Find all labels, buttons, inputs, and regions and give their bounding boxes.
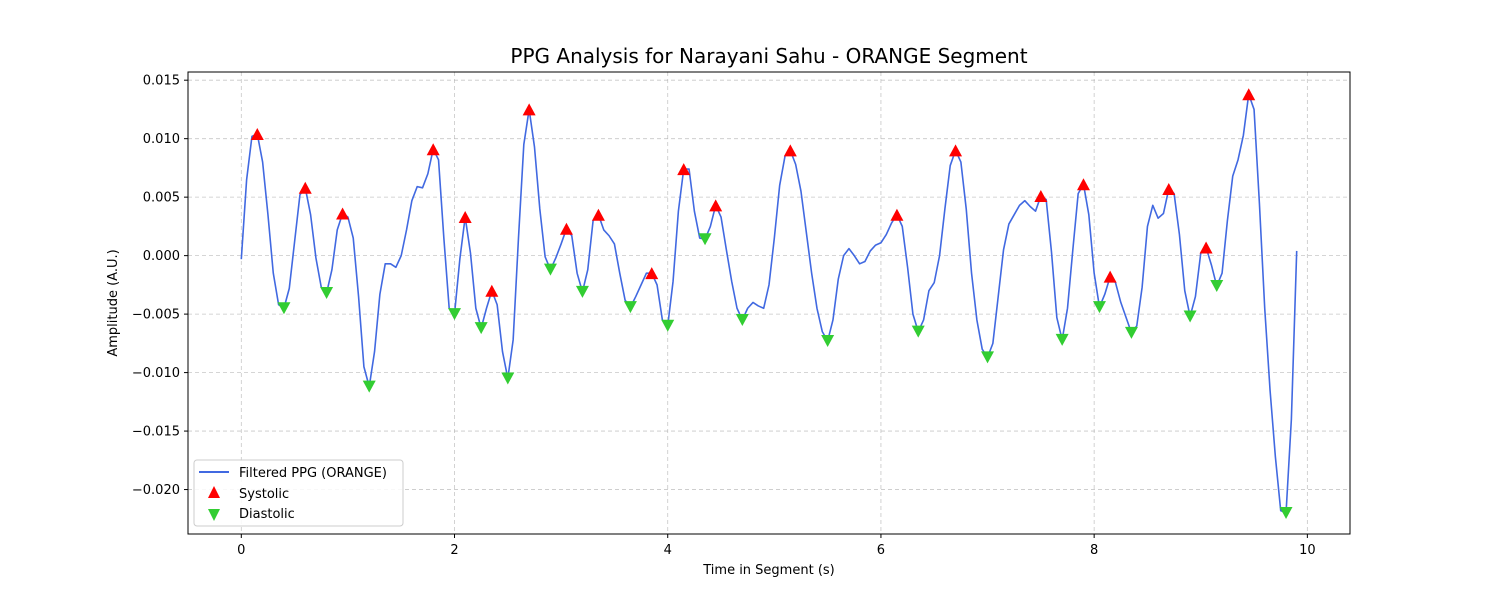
diastolic-marker: [575, 285, 589, 298]
systolic-marker: [458, 211, 472, 224]
x-tick-label: 10: [1299, 543, 1316, 558]
x-tick-label: 8: [1090, 543, 1098, 558]
y-tick-label: 0.000: [143, 249, 180, 264]
y-tick-label: −0.020: [132, 483, 180, 498]
diastolic-marker: [362, 380, 376, 393]
systolic-marker: [1103, 270, 1117, 283]
y-axis: −0.020 −0.015 −0.010 −0.005 0.000 0.005 0.010 0…: [132, 74, 188, 498]
systolic-marker: [336, 207, 350, 220]
diastolic-marker: [1279, 506, 1293, 519]
x-tick-label: 0: [237, 543, 245, 558]
systolic-marker: [485, 284, 499, 297]
systolic-marker: [1242, 88, 1256, 101]
diastolic-marker: [735, 313, 749, 326]
systolic-marker: [1199, 241, 1213, 254]
systolic-marker: [522, 103, 536, 116]
x-axis: 0 2 4 6 8 10: [237, 534, 1316, 558]
diastolic-marker: [1092, 301, 1106, 314]
diastolic-marker: [1124, 326, 1138, 339]
y-tick-label: −0.010: [132, 366, 180, 381]
y-axis-label: Amplitude (A.U.): [106, 249, 121, 356]
legend-diastolic-marker: [208, 509, 220, 521]
diastolic-marker: [821, 335, 835, 348]
systolic-marker: [1076, 178, 1090, 191]
systolic-marker: [783, 144, 797, 157]
plot-area: [240, 88, 1298, 519]
diastolic-marker: [911, 325, 925, 338]
x-tick-label: 2: [450, 543, 458, 558]
diastolic-marker: [623, 301, 637, 314]
diastolic-marker: [698, 233, 712, 246]
plot-frame: [187, 71, 1351, 535]
systolic-marker: [890, 208, 904, 221]
systolic-marker: [298, 181, 312, 194]
legend: Filtered PPG (ORANGE) Systolic Diastolic: [193, 459, 404, 527]
diastolic-marker: [1055, 333, 1069, 346]
diastolic-marker: [501, 372, 515, 385]
diastolic-marker: [543, 263, 557, 276]
y-tick-label: 0.010: [143, 132, 180, 147]
systolic-marker: [645, 267, 659, 280]
chart-title: PPG Analysis for Narayani Sahu - ORANGE …: [510, 44, 1027, 68]
x-tick-label: 6: [877, 543, 885, 558]
diastolic-marker: [661, 319, 675, 332]
diastolic-marker: [1183, 310, 1197, 323]
legend-label-systolic: Systolic: [239, 487, 289, 502]
legend-label-diastolic: Diastolic: [239, 507, 295, 522]
systolic-marker: [1034, 189, 1048, 202]
systolic-marker: [1162, 182, 1176, 195]
legend-label-signal: Filtered PPG (ORANGE): [239, 466, 387, 481]
systolic-marker: [591, 208, 605, 221]
y-tick-label: −0.005: [132, 308, 180, 323]
legend-systolic-marker: [208, 486, 220, 498]
systolic-marker: [426, 143, 440, 156]
diastolic-marker: [1210, 280, 1224, 293]
diastolic-marker: [474, 322, 488, 335]
systolic-marker: [677, 163, 691, 176]
y-tick-label: 0.015: [143, 74, 180, 89]
systolic-marker: [709, 199, 723, 212]
x-tick-label: 4: [664, 543, 672, 558]
ppg-signal-line: [240, 93, 1298, 514]
systolic-marker: [559, 222, 573, 235]
y-tick-label: 0.005: [143, 191, 180, 206]
diastolic-marker: [320, 287, 334, 300]
grid: [188, 72, 1350, 534]
diastolic-marker: [277, 302, 291, 315]
systolic-marker: [949, 144, 963, 157]
y-tick-label: −0.015: [132, 425, 180, 440]
systolic-marker: [250, 127, 264, 140]
legend-box: [193, 459, 404, 527]
diastolic-marker: [448, 308, 462, 321]
x-axis-label: Time in Segment (s): [702, 563, 834, 578]
diastolic-marker: [981, 351, 995, 364]
